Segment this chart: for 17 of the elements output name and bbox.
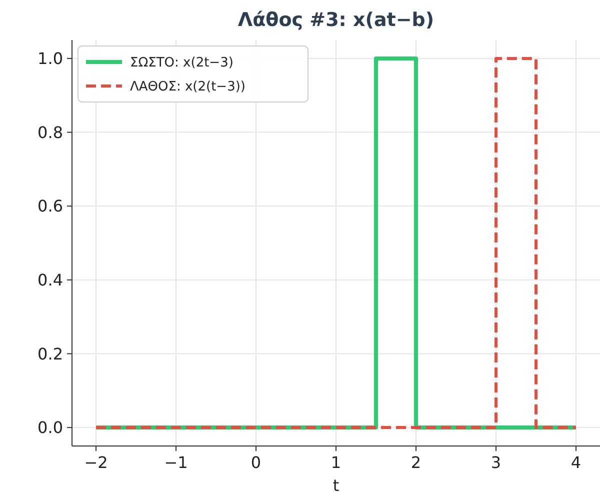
chart-title: Λάθος #3: x(at−b) [238, 9, 434, 31]
legend-label: ΛΑΘΟΣ: x(2(t−3)) [130, 80, 246, 95]
x-tick-label: 4 [570, 453, 582, 472]
x-tick-label: 2 [410, 453, 422, 472]
x-tick-label: 0 [250, 453, 262, 472]
y-tick-label: 0.4 [38, 270, 63, 290]
y-tick-label: 1.0 [38, 49, 63, 68]
x-tick-label: 1 [330, 453, 342, 472]
y-tick-label: 0.6 [38, 196, 63, 216]
x-axis-title: t [332, 476, 340, 495]
y-tick-label: 0.0 [38, 418, 63, 438]
x-tick-label: 3 [490, 453, 502, 472]
x-tick-label: −2 [84, 453, 108, 472]
x-tick-label: −1 [164, 453, 188, 472]
y-tick-label: 0.2 [38, 344, 63, 364]
legend-label: ΣΩΣΤΟ: x(2t−3) [130, 56, 234, 71]
y-tick-label: 0.8 [38, 122, 63, 142]
